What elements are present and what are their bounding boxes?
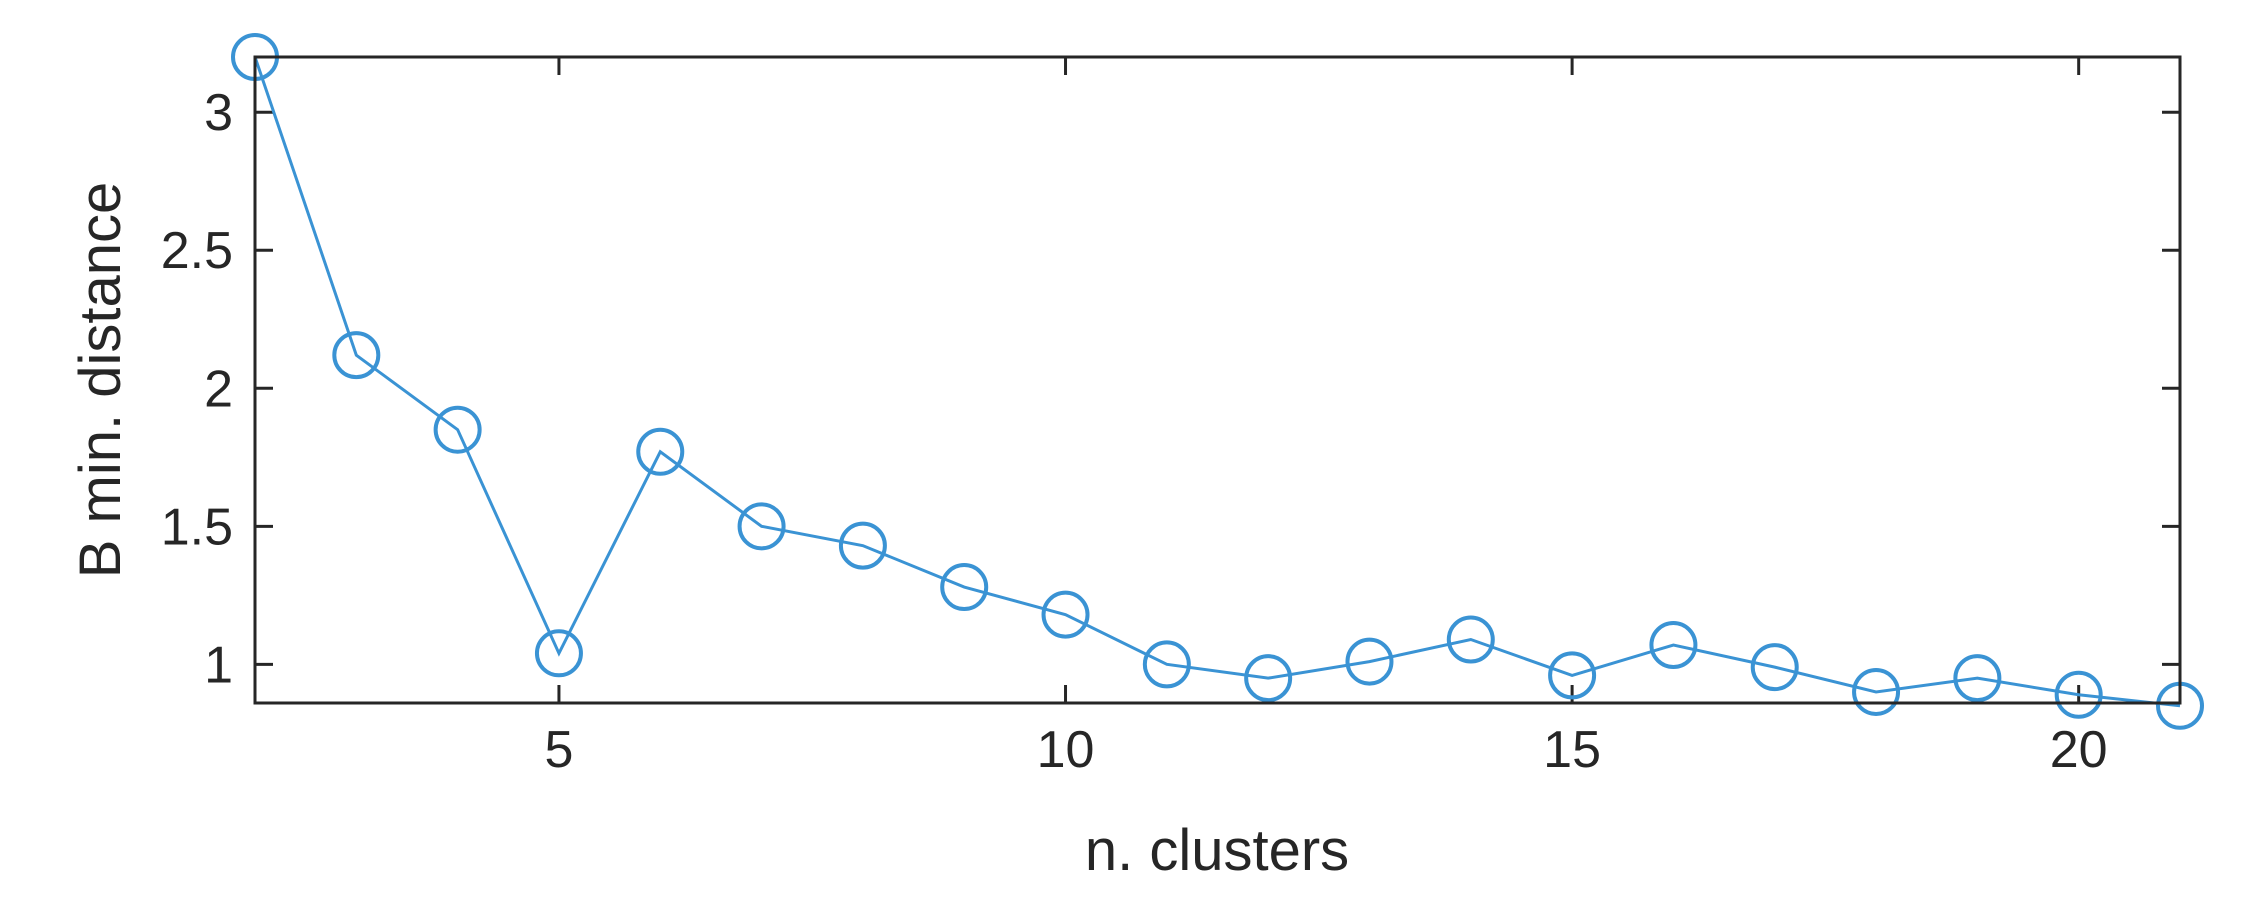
markers (231, 33, 2204, 730)
data-point (534, 629, 583, 678)
data-point (1852, 667, 1901, 716)
x-tick-label: 15 (1543, 721, 1601, 779)
y-tick-label: 1 (204, 636, 233, 694)
data-point (838, 521, 887, 570)
x-tick-label: 10 (1037, 721, 1095, 779)
data-point (1953, 654, 2002, 703)
data-point (940, 563, 989, 612)
x-tick-label: 20 (2050, 721, 2108, 779)
plot-area (255, 57, 2180, 703)
y-tick-label: 3 (204, 84, 233, 142)
x-tick-label: 5 (544, 721, 573, 779)
data-point (1649, 621, 1698, 670)
data-point (1142, 640, 1191, 689)
data-point (1041, 590, 1090, 639)
data-point (636, 427, 685, 476)
data-point (1345, 637, 1394, 686)
y-axis-label: B min. distance (68, 182, 133, 579)
y-tick-label: 2 (204, 360, 233, 418)
series-line (253, 56, 2181, 708)
axes-box (253, 55, 2182, 705)
data-point (2054, 670, 2103, 719)
y-tick-label: 2.5 (161, 222, 233, 280)
data-point (1750, 643, 1799, 692)
ticks (255, 57, 2180, 703)
data-point (737, 502, 786, 551)
data-point (433, 405, 482, 454)
x-axis-label: n. clusters (1085, 818, 1349, 883)
data-point (1244, 654, 1293, 703)
data-point (1446, 615, 1495, 664)
data-point (1548, 651, 1597, 700)
y-tick-label: 1.5 (161, 498, 233, 556)
data-point (332, 331, 381, 380)
tick-labels: 5 10 15 20 1 1.5 2 2.5 3 (161, 84, 2108, 779)
